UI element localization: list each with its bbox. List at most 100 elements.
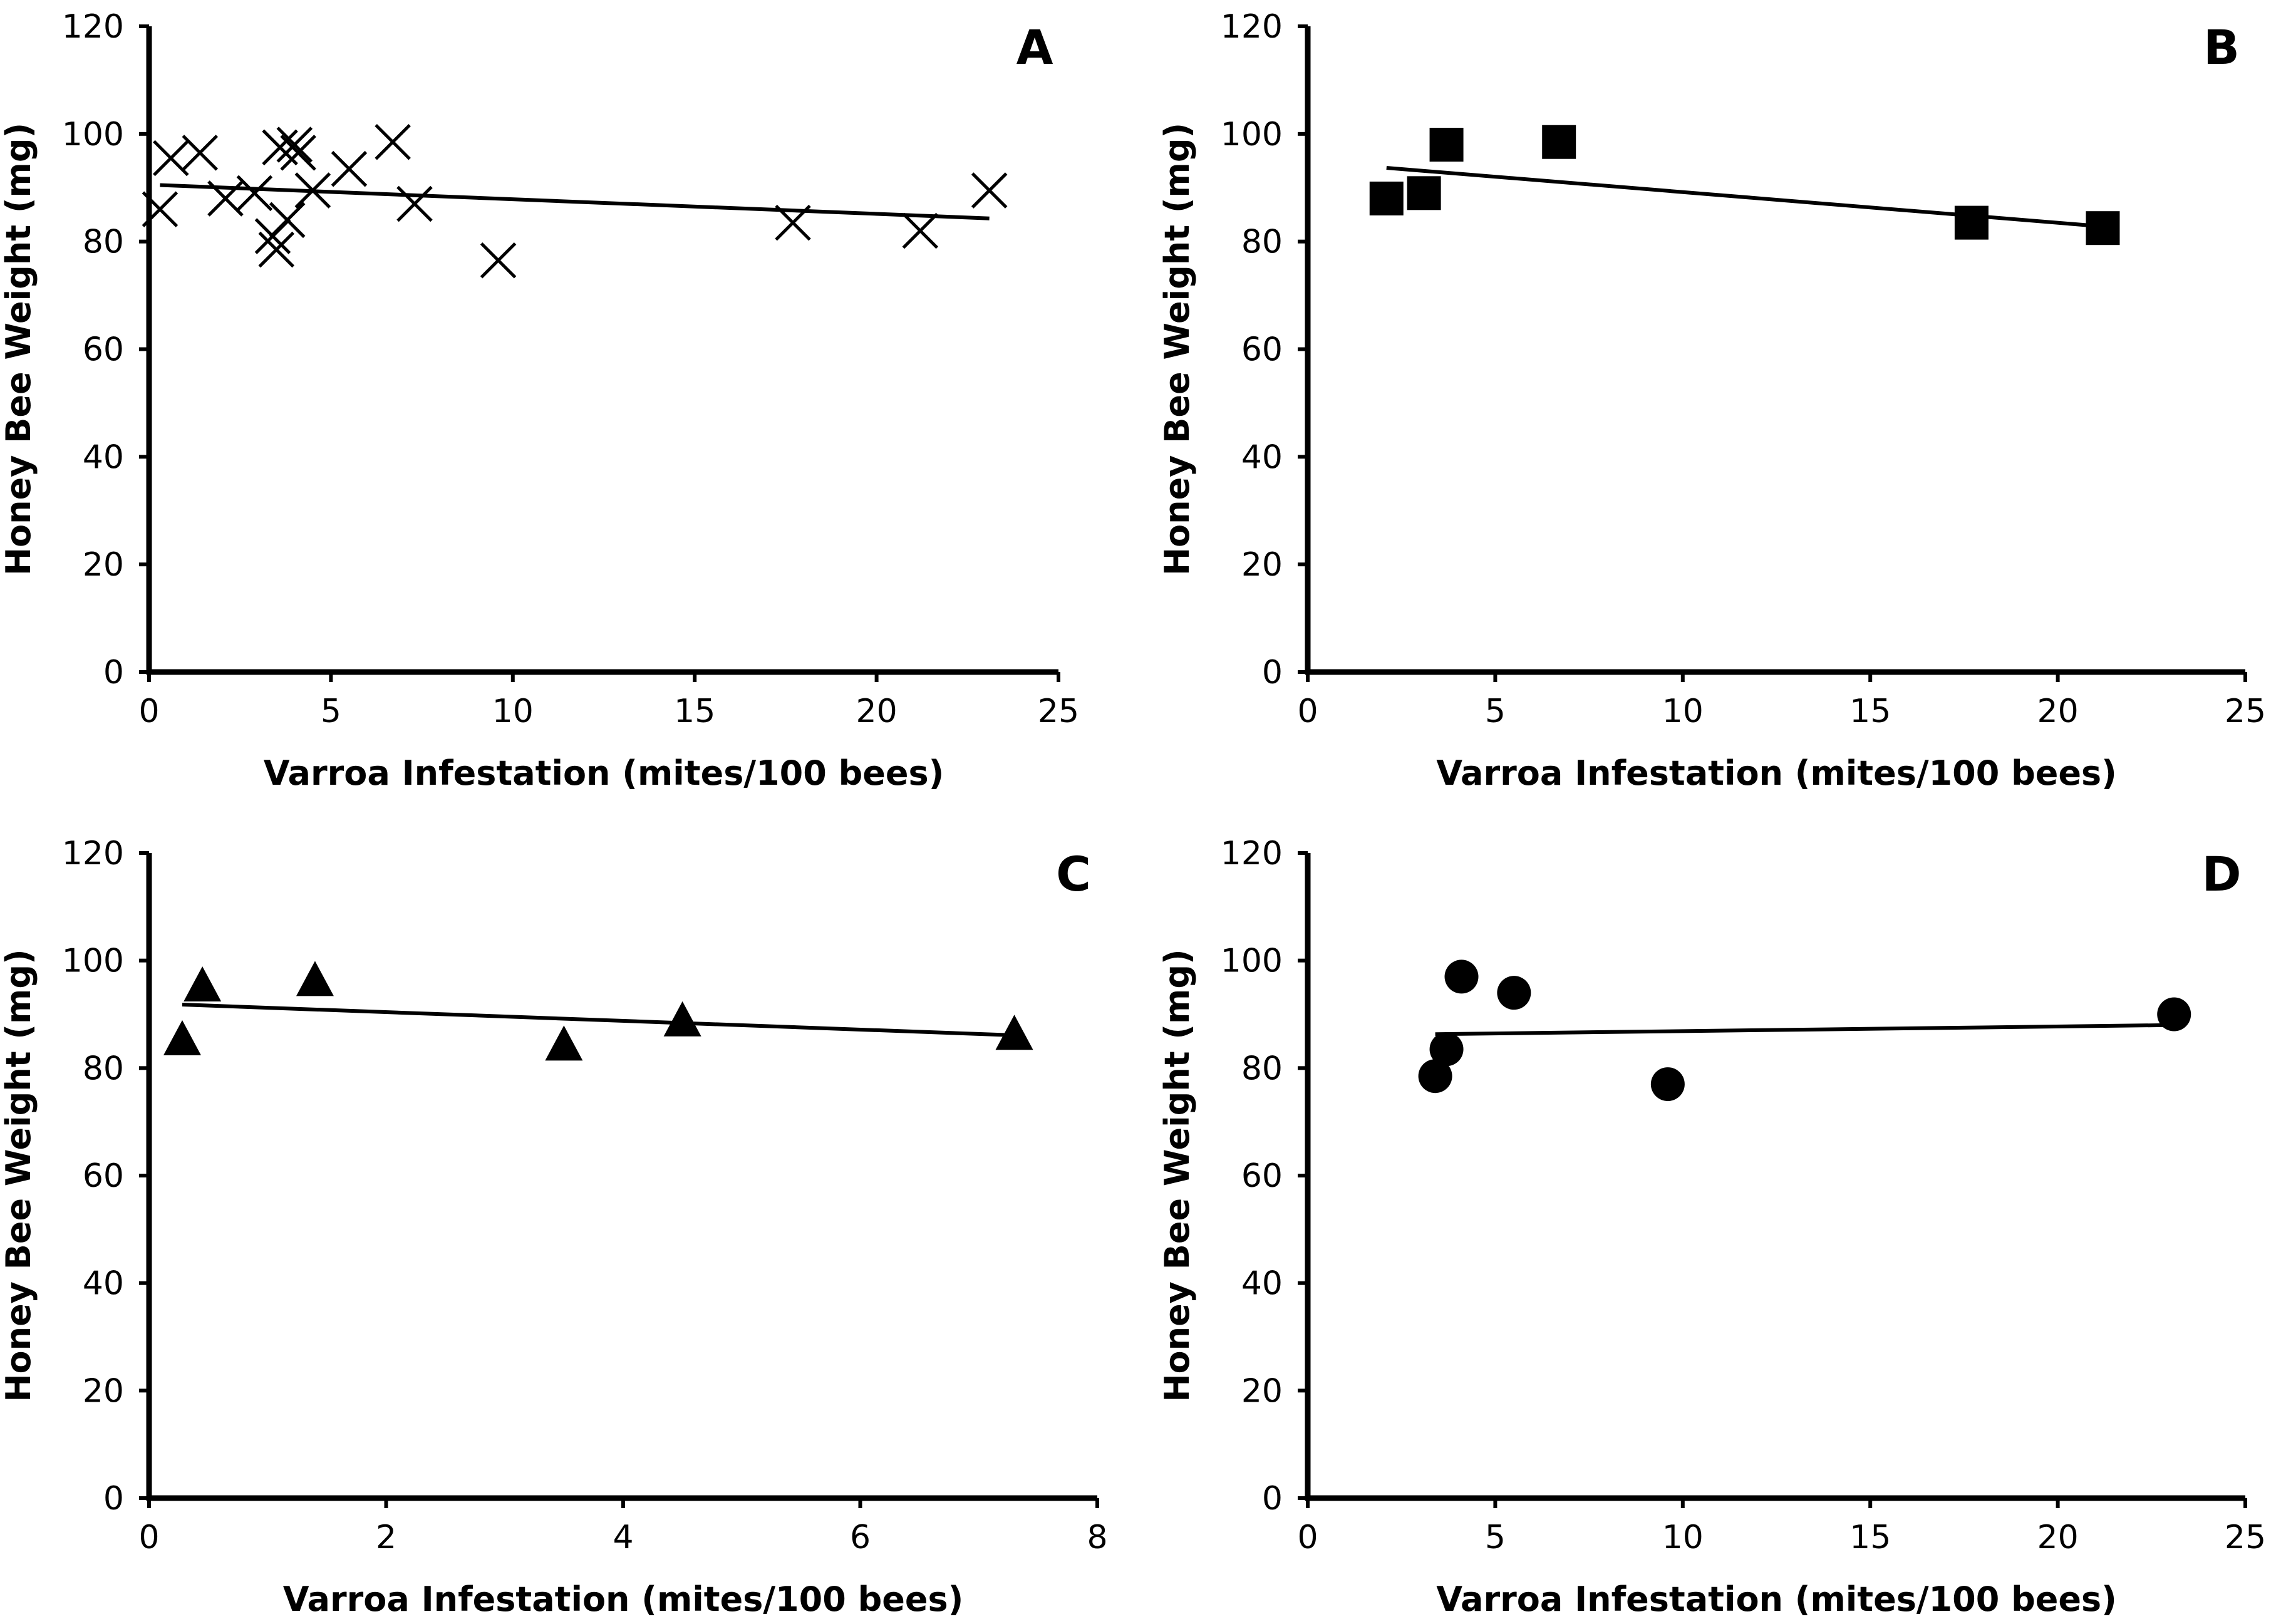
- data-point: [1444, 959, 1479, 994]
- x-tick-label: 15: [1849, 693, 1891, 730]
- data-point: [1369, 181, 1404, 215]
- data-point: [1650, 1067, 1685, 1102]
- x-tick-label: 0: [138, 1519, 159, 1556]
- x-axis-title: Varroa Infestation (mites/100 bees): [283, 1580, 964, 1619]
- y-tick-label: 40: [1241, 438, 1283, 476]
- y-tick-label: 0: [1262, 654, 1283, 691]
- panel-letter: A: [1017, 19, 1053, 75]
- data-point: [1407, 176, 1441, 210]
- trend-line: [160, 183, 990, 220]
- x-tick-label: 15: [1849, 1519, 1891, 1556]
- x-tick-label: 4: [613, 1519, 633, 1556]
- data-point: [902, 212, 939, 249]
- x-tick-label: 0: [1297, 693, 1318, 730]
- data-point: [663, 1001, 701, 1037]
- data-point: [331, 150, 368, 187]
- x-tick-label: 15: [674, 693, 715, 730]
- data-point: [258, 231, 295, 268]
- data-point: [1954, 205, 1989, 240]
- panel-letter: B: [2203, 19, 2240, 75]
- x-axis-title: Varroa Infestation (mites/100 bees): [1436, 753, 2117, 793]
- data-point: [276, 127, 313, 163]
- panel-letter: D: [2201, 846, 2241, 902]
- data-point: [182, 135, 219, 171]
- data-point: [2086, 211, 2120, 246]
- y-tick-label: 60: [83, 331, 124, 369]
- y-tick-label: 40: [83, 438, 124, 476]
- panel-c: 0 20 40 60 80 100 120 0 2 4 6 8 Varroa Infestation (…: [0, 835, 1108, 1619]
- data-point: [375, 123, 411, 160]
- x-tick-label: 2: [376, 1519, 396, 1556]
- data-point: [142, 191, 178, 227]
- y-tick-label: 60: [1241, 1157, 1283, 1195]
- y-tick-label: 0: [1262, 1480, 1283, 1518]
- data-point: [153, 140, 189, 177]
- trend-line: [1435, 1023, 2175, 1037]
- x-tick-label: 5: [1485, 693, 1506, 730]
- data-point: [207, 180, 244, 217]
- x-tick-label: 25: [2225, 1519, 2266, 1556]
- x-axis-title: Varroa Infestation (mites/100 bees): [1436, 1580, 2117, 1619]
- y-tick-label: 40: [83, 1265, 124, 1303]
- x-tick-label: 5: [321, 693, 341, 730]
- panel-d: 0 20 40 60 80 100 120 0 5 10 15 20 25 Varroa Infestat…: [1157, 835, 2266, 1619]
- x-tick-label: 0: [138, 693, 159, 730]
- data-point: [775, 204, 811, 241]
- data-point: [163, 1020, 201, 1055]
- data-point: [480, 242, 517, 279]
- x-tick-label: 6: [850, 1519, 871, 1556]
- data-point: [2157, 997, 2191, 1032]
- trend-line: [182, 1003, 1015, 1037]
- data-point: [236, 175, 273, 212]
- x-tick-label: 5: [1485, 1519, 1506, 1556]
- x-tick-label: 20: [856, 693, 898, 730]
- y-axis-title: Honey Bee Weight (mg): [1157, 123, 1197, 576]
- x-tick-label: 10: [1662, 1519, 1704, 1556]
- data-point: [396, 185, 433, 222]
- y-axis-title: Honey Bee Weight (mg): [1157, 949, 1197, 1402]
- data-point: [269, 202, 306, 239]
- data-point: [995, 1015, 1033, 1050]
- y-tick-label: 0: [103, 1480, 124, 1518]
- x-tick-label: 10: [1662, 693, 1704, 730]
- y-axis-title: Honey Bee Weight (mg): [0, 949, 38, 1402]
- y-tick-label: 100: [1221, 943, 1283, 980]
- x-tick-label: 25: [2225, 693, 2266, 730]
- y-tick-label: 80: [1241, 224, 1283, 261]
- y-tick-label: 80: [1241, 1050, 1283, 1087]
- data-point: [1542, 125, 1576, 159]
- y-tick-label: 0: [103, 654, 124, 691]
- y-tick-label: 100: [62, 943, 124, 980]
- y-tick-label: 40: [1241, 1265, 1283, 1303]
- y-tick-label: 20: [83, 1372, 124, 1410]
- y-tick-label: 100: [1221, 116, 1283, 153]
- x-tick-label: 0: [1297, 1519, 1318, 1556]
- data-point: [1418, 1059, 1452, 1094]
- data-point: [971, 172, 1008, 209]
- x-tick-label: 8: [1087, 1519, 1107, 1556]
- y-tick-label: 120: [62, 8, 124, 46]
- panel-letter: C: [1056, 846, 1091, 902]
- y-tick-label: 60: [1241, 331, 1283, 369]
- data-point: [1429, 1032, 1464, 1067]
- data-point: [294, 172, 331, 209]
- y-tick-label: 80: [83, 1050, 124, 1087]
- x-tick-label: 20: [2037, 1519, 2079, 1556]
- y-tick-label: 60: [83, 1157, 124, 1195]
- data-point: [1497, 976, 1531, 1010]
- y-tick-label: 20: [83, 546, 124, 584]
- panel-a: 0 20 40 60 80 100 120 0 5 10 15 20 25 Varroa Infestat…: [0, 8, 1079, 793]
- y-tick-label: 80: [83, 224, 124, 261]
- y-axis-title: Honey Bee Weight (mg): [0, 123, 38, 576]
- y-tick-label: 120: [1221, 8, 1283, 46]
- x-tick-label: 20: [2037, 693, 2079, 730]
- x-tick-label: 10: [492, 693, 534, 730]
- data-point: [1429, 128, 1464, 162]
- y-tick-label: 20: [1241, 1372, 1283, 1410]
- data-point: [296, 961, 334, 996]
- panel-b: 0 20 40 60 80 100 120 0 5 10 15 20 25 Varroa Infestat…: [1157, 8, 2266, 793]
- y-tick-label: 100: [62, 116, 124, 153]
- trend-line: [1386, 165, 2103, 229]
- x-axis-title: Varroa Infestation (mites/100 bees): [264, 753, 944, 793]
- data-point: [545, 1025, 583, 1061]
